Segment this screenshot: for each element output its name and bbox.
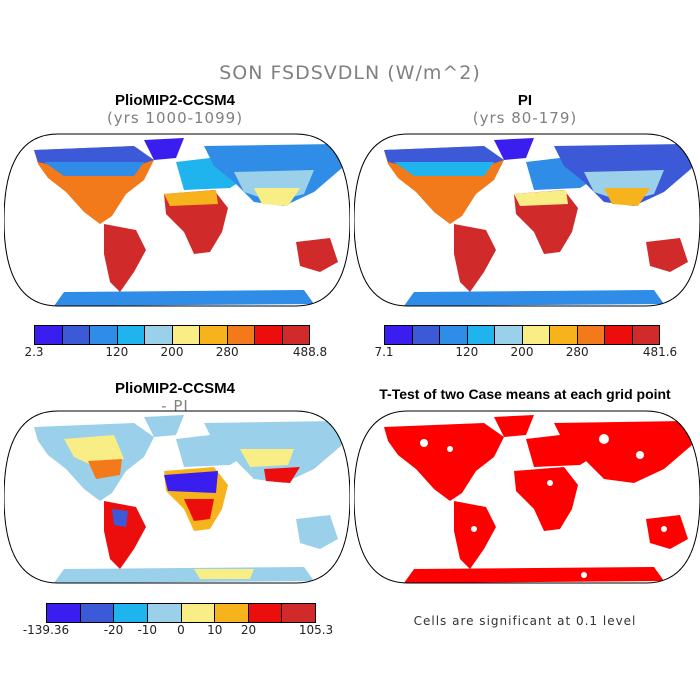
colorbar-swatch — [227, 326, 255, 344]
map-top-left — [4, 132, 350, 308]
colorbar-swatch — [35, 326, 63, 344]
colorbar-labels-top-left: 2.3 120 200 280 488.8 — [24, 345, 327, 361]
colorbar-label: 200 — [160, 345, 184, 359]
map-bottom-left — [4, 409, 350, 585]
panel-title-top-left: PlioMIP2-CCSM4 — [114, 92, 235, 109]
panel-title-bottom-left: PlioMIP2-CCSM4 — [114, 380, 235, 397]
continent-australia — [646, 238, 688, 272]
continent-australia — [296, 515, 338, 549]
colorbar-label: 105.3 — [298, 623, 334, 637]
colorbar-swatch — [467, 326, 495, 344]
colorbar-label: 20 — [240, 623, 257, 637]
continent-africa — [514, 467, 578, 531]
colorbar-labels-top-right: 7.1 120 200 280 481.6 — [374, 345, 677, 361]
colorbar-labels-bottom-left: -139.36 -20 -10 0 10 20 105.3 — [23, 623, 333, 639]
colorbar-swatches-top-left — [34, 325, 310, 345]
colorbar-swatch — [577, 326, 605, 344]
colorbar-swatches-bottom-left — [46, 603, 316, 623]
continent-antarctica — [54, 567, 314, 583]
colorbar-swatch — [117, 326, 145, 344]
colorbar-swatch — [605, 326, 633, 344]
colorbar-swatch — [550, 326, 578, 344]
continent-south-america — [454, 501, 496, 569]
figure-title: SON FSDSVDLN (W/m^2) — [219, 62, 481, 84]
continent-africa — [514, 190, 578, 254]
continent-north-america — [384, 423, 504, 501]
colorbar-swatch — [145, 326, 173, 344]
colorbar-label: 10 — [207, 623, 223, 637]
colorbar-swatch — [495, 326, 523, 344]
map-bottom-right — [354, 409, 700, 585]
colorbar-swatch — [440, 326, 468, 344]
colorbar-swatch — [181, 604, 216, 622]
continent-australia — [646, 515, 688, 549]
colorbar-label: 200 — [510, 345, 534, 359]
colorbar-swatch — [62, 326, 90, 344]
colorbar-swatch — [172, 326, 200, 344]
continent-antarctica — [404, 290, 664, 306]
colorbar-swatch — [200, 326, 228, 344]
colorbar-label: 120 — [455, 345, 479, 359]
colorbar-swatch — [147, 604, 182, 622]
colorbar-swatch — [385, 326, 413, 344]
continent-south-america — [104, 224, 146, 292]
continent-africa — [164, 190, 228, 254]
colorbar-label: 481.6 — [642, 345, 678, 359]
colorbar-label: 280 — [565, 345, 589, 359]
colorbar-swatch — [90, 326, 118, 344]
colorbar-swatch — [114, 604, 148, 622]
colorbar-swatch — [47, 604, 81, 622]
panel-subtitle-top-left: (yrs 1000-1099) — [106, 109, 244, 127]
colorbar-label: 2.3 — [24, 345, 44, 359]
panel-title-bottom-right: T-Test of two Case means at each grid po… — [379, 386, 671, 402]
panel-subtitle-top-right: (yrs 80-179) — [472, 109, 578, 127]
colorbar-label: -10 — [137, 623, 158, 637]
continent-australia — [296, 238, 338, 272]
colorbar-label: 0 — [177, 623, 185, 637]
colorbar-swatch — [255, 326, 283, 344]
significance-note: Cells are significant at 0.1 level — [413, 614, 637, 628]
continent-asia — [554, 421, 692, 483]
colorbar-swatches-top-right — [384, 325, 660, 345]
map-top-right — [354, 132, 700, 308]
colorbar-label: 120 — [105, 345, 129, 359]
continent-antarctica — [54, 290, 314, 306]
colorbar-label: 488.8 — [292, 345, 328, 359]
colorbar-swatch — [80, 604, 115, 622]
colorbar-label: -20 — [103, 623, 124, 637]
colorbar-swatch — [412, 326, 440, 344]
colorbar-top-left: 2.3 120 200 280 488.8 — [24, 325, 327, 361]
colorbar-swatch — [282, 326, 309, 344]
colorbar-label: 280 — [215, 345, 239, 359]
colorbar-swatch — [522, 326, 550, 344]
continent-antarctica — [404, 567, 664, 583]
panel-title-top-right: PI — [517, 92, 533, 109]
colorbar-swatch — [248, 604, 283, 622]
colorbar-swatch — [632, 326, 659, 344]
colorbar-swatch — [215, 604, 249, 622]
colorbar-bottom-left: -139.36 -20 -10 0 10 20 105.3 — [23, 603, 333, 639]
colorbar-label: 7.1 — [374, 345, 394, 359]
colorbar-label: -139.36 — [22, 623, 70, 637]
colorbar-swatch — [282, 604, 315, 622]
colorbar-top-right: 7.1 120 200 280 481.6 — [374, 325, 677, 361]
continent-south-america — [454, 224, 496, 292]
